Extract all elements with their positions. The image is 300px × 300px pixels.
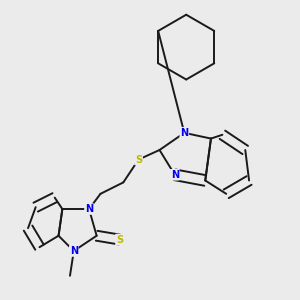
Text: N: N (171, 170, 179, 180)
Text: N: N (180, 128, 188, 138)
Text: N: N (70, 246, 78, 256)
Text: N: N (85, 204, 93, 214)
Text: S: S (135, 154, 142, 164)
Text: S: S (116, 235, 123, 244)
